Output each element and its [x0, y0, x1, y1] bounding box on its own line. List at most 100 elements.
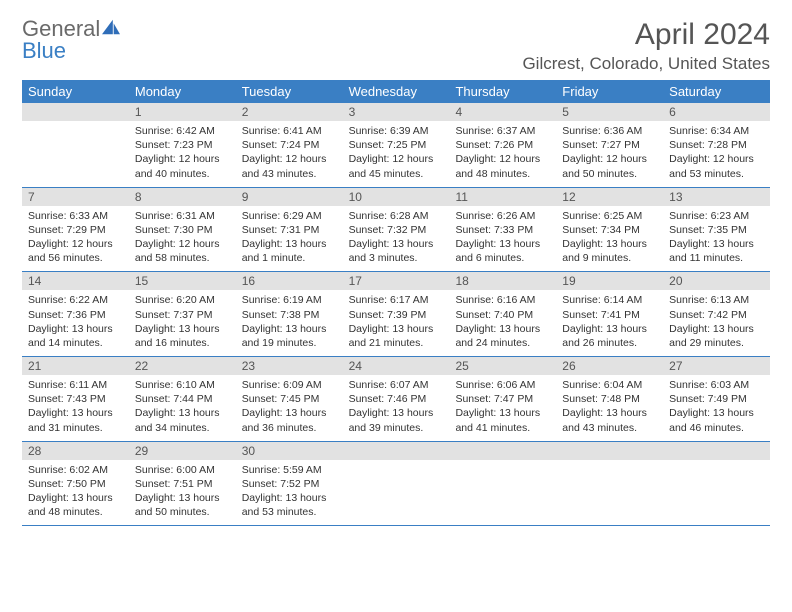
day-number: [663, 442, 770, 460]
day-cell: 20Sunrise: 6:13 AMSunset: 7:42 PMDayligh…: [663, 272, 770, 356]
sunset-text: Sunset: 7:26 PM: [455, 138, 550, 152]
day-cell: 2Sunrise: 6:41 AMSunset: 7:24 PMDaylight…: [236, 103, 343, 187]
day-cell: 7Sunrise: 6:33 AMSunset: 7:29 PMDaylight…: [22, 188, 129, 272]
sunset-text: Sunset: 7:47 PM: [455, 392, 550, 406]
daylight-text: Daylight: 13 hours and 48 minutes.: [28, 491, 123, 519]
day-body: Sunrise: 6:10 AMSunset: 7:44 PMDaylight:…: [129, 375, 236, 441]
daylight-text: Daylight: 13 hours and 24 minutes.: [455, 322, 550, 350]
day-body: [343, 460, 450, 522]
day-cell: 10 Sunrise: 6:28 AMSunset: 7:32 PMDayligh…: [343, 188, 450, 272]
day-body: Sunrise: 6:22 AMSunset: 7:36 PMDaylight:…: [22, 290, 129, 356]
day-cell: 13Sunrise: 6:23 AMSunset: 7:35 PMDayligh…: [663, 188, 770, 272]
sunrise-text: Sunrise: 6:41 AM: [242, 124, 337, 138]
day-body: Sunrise: 6:03 AMSunset: 7:49 PMDaylight:…: [663, 375, 770, 441]
day-cell: [556, 442, 663, 526]
day-body: Sunrise: 6:23 AMSunset: 7:35 PMDaylight:…: [663, 206, 770, 272]
day-cell: 9Sunrise: 6:29 AMSunset: 7:31 PMDaylight…: [236, 188, 343, 272]
sunset-text: Sunset: 7:46 PM: [349, 392, 444, 406]
day-cell: 21Sunrise: 6:11 AMSunset: 7:43 PMDayligh…: [22, 357, 129, 441]
day-cell: 6Sunrise: 6:34 AMSunset: 7:28 PMDaylight…: [663, 103, 770, 187]
day-cell: 18Sunrise: 6:16 AMSunset: 7:40 PMDayligh…: [449, 272, 556, 356]
sunset-text: Sunset: 7:32 PM: [349, 223, 444, 237]
day-cell: [663, 442, 770, 526]
sunrise-text: Sunrise: 6:07 AM: [349, 378, 444, 392]
sunrise-text: Sunrise: 6:19 AM: [242, 293, 337, 307]
day-cell: 25Sunrise: 6:06 AMSunset: 7:47 PMDayligh…: [449, 357, 556, 441]
day-body: Sunrise: 6:09 AMSunset: 7:45 PMDaylight:…: [236, 375, 343, 441]
sunrise-text: Sunrise: 5:59 AM: [242, 463, 337, 477]
day-cell: 14Sunrise: 6:22 AMSunset: 7:36 PMDayligh…: [22, 272, 129, 356]
day-body: Sunrise: 6:00 AMSunset: 7:51 PMDaylight:…: [129, 460, 236, 526]
day-cell: 1Sunrise: 6:42 AMSunset: 7:23 PMDaylight…: [129, 103, 236, 187]
weekday-header: Friday: [556, 80, 663, 103]
day-cell: 17Sunrise: 6:17 AMSunset: 7:39 PMDayligh…: [343, 272, 450, 356]
sunrise-text: Sunrise: 6:28 AM: [349, 209, 444, 223]
daylight-text: Daylight: 13 hours and 19 minutes.: [242, 322, 337, 350]
day-body: Sunrise: 6:36 AMSunset: 7:27 PMDaylight:…: [556, 121, 663, 187]
day-body: Sunrise: 6:42 AMSunset: 7:23 PMDaylight:…: [129, 121, 236, 187]
week-row: 28Sunrise: 6:02 AMSunset: 7:50 PMDayligh…: [22, 442, 770, 527]
day-number: 7: [22, 188, 129, 206]
daylight-text: Daylight: 13 hours and 21 minutes.: [349, 322, 444, 350]
sunrise-text: Sunrise: 6:36 AM: [562, 124, 657, 138]
day-body: Sunrise: 6:04 AMSunset: 7:48 PMDaylight:…: [556, 375, 663, 441]
day-number: 16: [236, 272, 343, 290]
day-cell: 5Sunrise: 6:36 AMSunset: 7:27 PMDaylight…: [556, 103, 663, 187]
sunrise-text: Sunrise: 6:04 AM: [562, 378, 657, 392]
week-row: 7 Sunrise: 6:33 AMSunset: 7:29 PM Daylight…: [22, 188, 770, 273]
sunset-text: Sunset: 7:29 PM: [28, 223, 123, 237]
sunset-text: Sunset: 7:40 PM: [455, 308, 550, 322]
sunrise-text: Sunrise: 6:14 AM: [562, 293, 657, 307]
day-body: Sunrise: 6:07 AMSunset: 7:46 PMDaylight:…: [343, 375, 450, 441]
sunset-text: Sunset: 7:33 PM: [455, 223, 550, 237]
day-number: 10: [343, 188, 450, 206]
sunrise-text: Sunrise: 6:34 AM: [669, 124, 764, 138]
daylight-text: Daylight: 12 hours and 43 minutes.: [242, 152, 337, 180]
sunset-text: Sunset: 7:35 PM: [669, 223, 764, 237]
sunrise-text: Sunrise: 6:23 AM: [669, 209, 764, 223]
day-body: Sunrise: 6:25 AMSunset: 7:34 PMDaylight:…: [556, 206, 663, 272]
weekday-header-row: Sunday Monday Tuesday Wednesday Thursday…: [22, 80, 770, 103]
sunset-text: Sunset: 7:25 PM: [349, 138, 444, 152]
day-number: 8: [129, 188, 236, 206]
logo: General Blue: [22, 18, 122, 62]
day-body: Sunrise: 6:19 AMSunset: 7:38 PMDaylight:…: [236, 290, 343, 356]
day-number: 22: [129, 357, 236, 375]
day-body: Sunrise: 6:20 AMSunset: 7:37 PMDaylight:…: [129, 290, 236, 356]
day-number: 9: [236, 188, 343, 206]
day-body: Sunrise: 6:02 AMSunset: 7:50 PMDaylight:…: [22, 460, 129, 526]
sunset-text: Sunset: 7:48 PM: [562, 392, 657, 406]
day-number: [449, 442, 556, 460]
sunrise-text: Sunrise: 6:20 AM: [135, 293, 230, 307]
sunset-text: Sunset: 7:42 PM: [669, 308, 764, 322]
weekday-header: Tuesday: [236, 80, 343, 103]
daylight-text: Daylight: 13 hours and 3 minutes.: [349, 237, 444, 265]
sunset-text: Sunset: 7:23 PM: [135, 138, 230, 152]
day-number: 23: [236, 357, 343, 375]
day-body: Sunrise: 6:34 AMSunset: 7:28 PMDaylight:…: [663, 121, 770, 187]
day-body: Sunrise: 6:06 AMSunset: 7:47 PMDaylight:…: [449, 375, 556, 441]
daylight-text: Daylight: 12 hours and 48 minutes.: [455, 152, 550, 180]
day-cell: [22, 103, 129, 187]
daylight-text: Daylight: 13 hours and 1 minute.: [242, 237, 337, 265]
day-body: [556, 460, 663, 522]
sunset-text: Sunset: 7:39 PM: [349, 308, 444, 322]
day-number: 15: [129, 272, 236, 290]
day-number: 12: [556, 188, 663, 206]
weekday-header: Wednesday: [343, 80, 450, 103]
sunset-text: Sunset: 7:38 PM: [242, 308, 337, 322]
sunrise-text: Sunrise: 6:33 AM: [28, 209, 123, 223]
day-cell: 22Sunrise: 6:10 AMSunset: 7:44 PMDayligh…: [129, 357, 236, 441]
week-row: 14Sunrise: 6:22 AMSunset: 7:36 PMDayligh…: [22, 272, 770, 357]
sunrise-text: Sunrise: 6:00 AM: [135, 463, 230, 477]
sunset-text: Sunset: 7:24 PM: [242, 138, 337, 152]
weekday-header: Monday: [129, 80, 236, 103]
day-number: 28: [22, 442, 129, 460]
sunset-text: Sunset: 7:51 PM: [135, 477, 230, 491]
sunrise-text: Sunrise: 6:26 AM: [455, 209, 550, 223]
sunrise-text: Sunrise: 6:10 AM: [135, 378, 230, 392]
day-number: 14: [22, 272, 129, 290]
logo-sail-icon: [100, 18, 122, 36]
day-body: [663, 460, 770, 522]
day-body: Sunrise: 6:16 AMSunset: 7:40 PMDaylight:…: [449, 290, 556, 356]
